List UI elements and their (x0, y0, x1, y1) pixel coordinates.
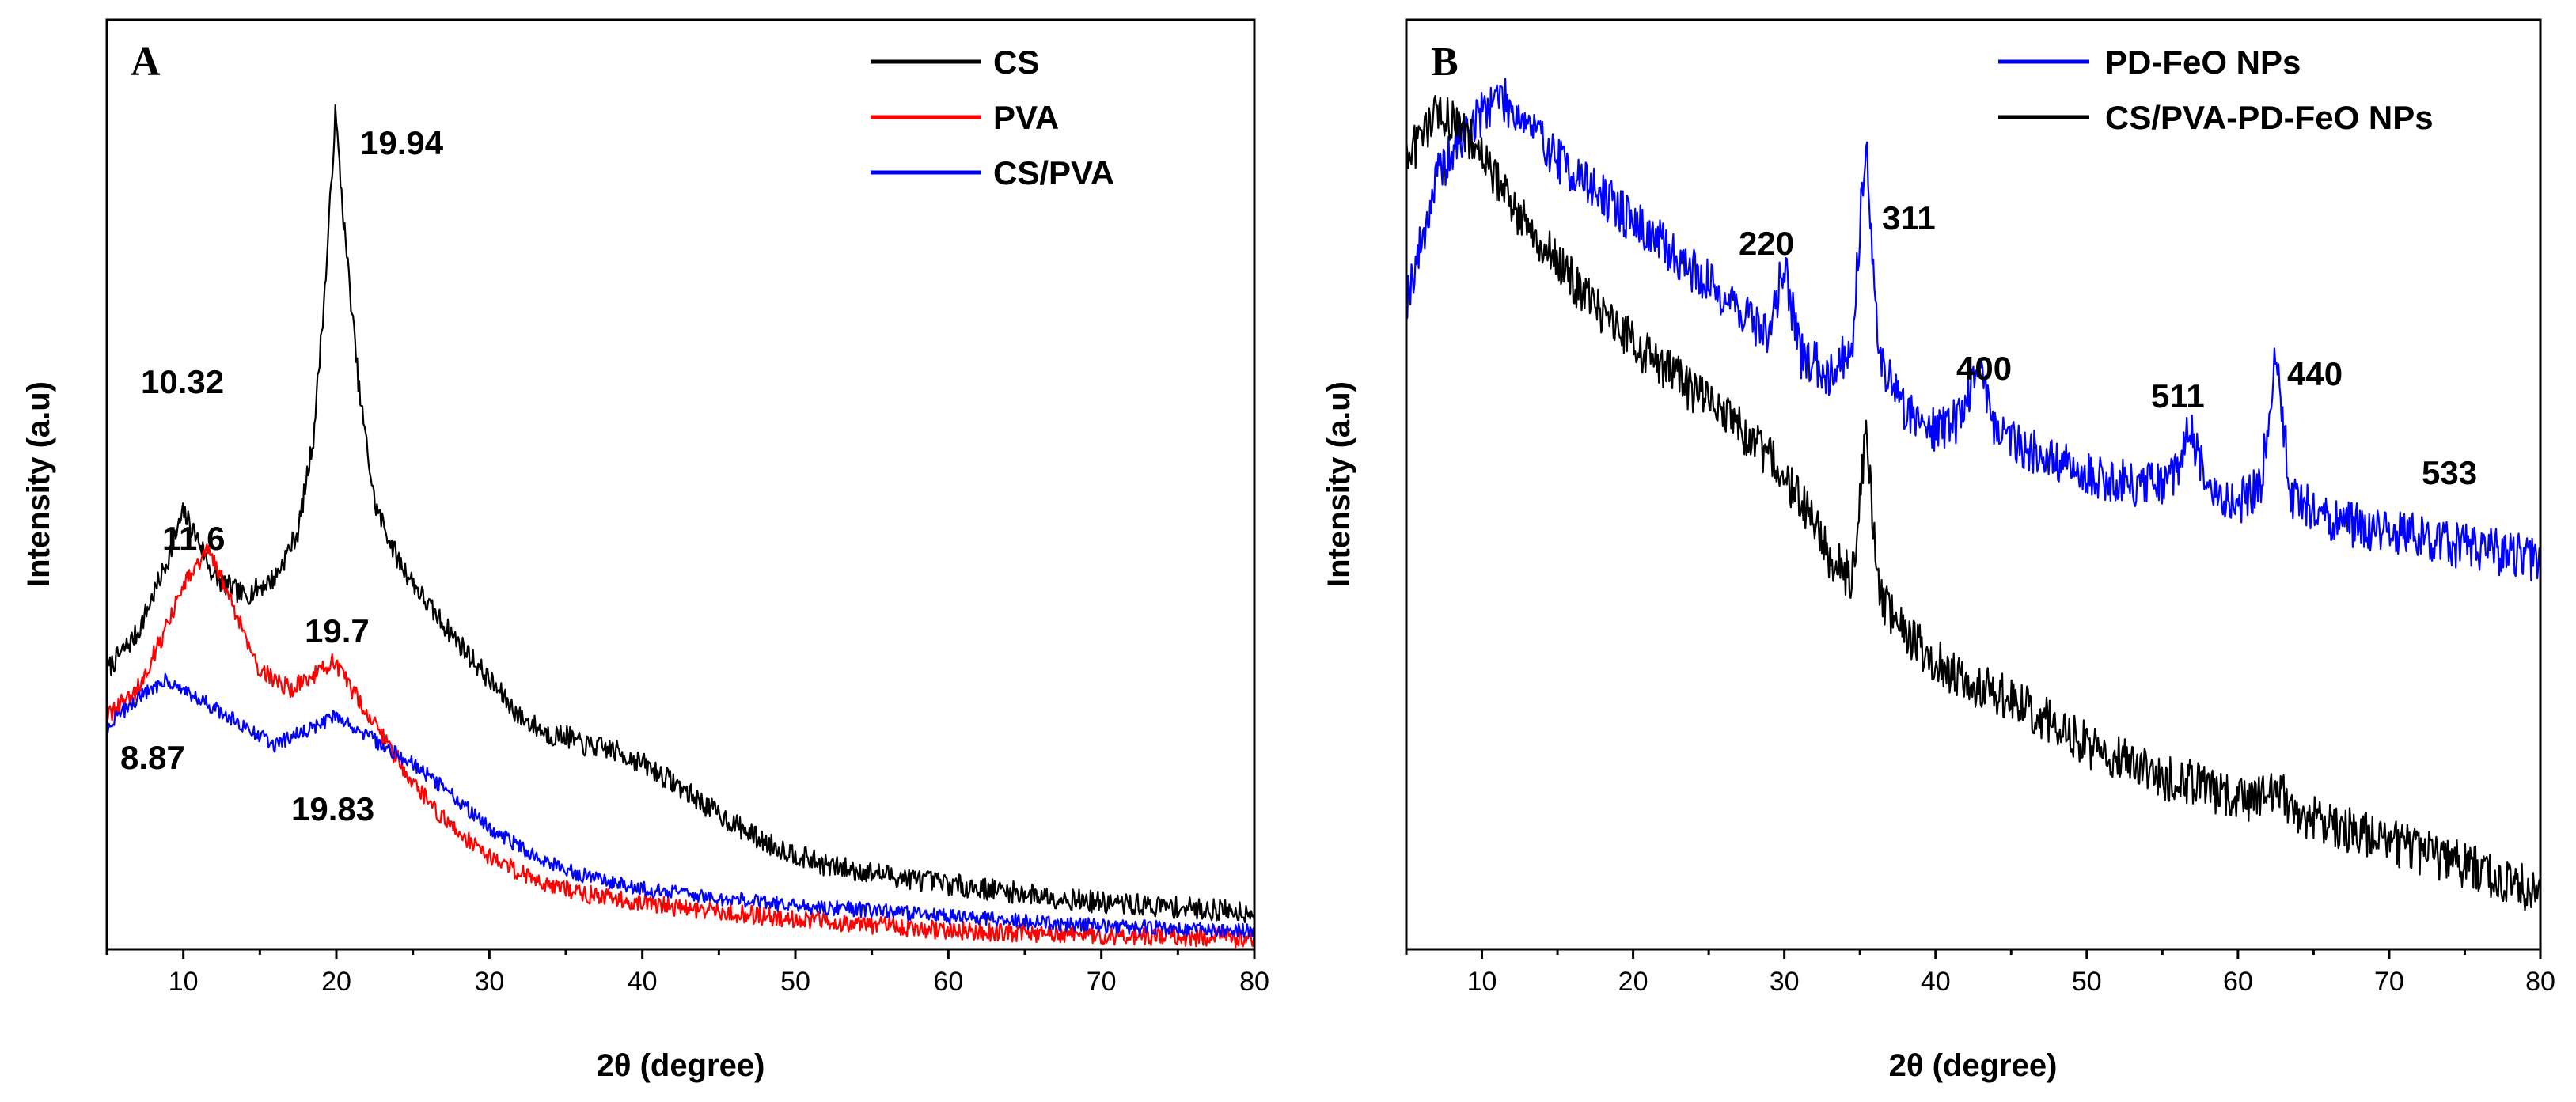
peak-label-220: 220 (1739, 225, 1794, 262)
x-tick-label-a-40: 40 (628, 967, 658, 997)
series-line-a-cs (105, 104, 1256, 923)
x-tick-label-a-60: 60 (933, 967, 963, 997)
x-tick-label-b-50: 50 (2072, 967, 2102, 997)
peak-label-311: 311 (1882, 199, 1936, 237)
x-tick-label-b-40: 40 (1921, 967, 1951, 997)
x-tick-label-b-30: 30 (1770, 967, 1800, 997)
panel-b-y-axis-title: Intensity (a.u) (1322, 381, 1356, 587)
x-tick-label-a-20: 20 (321, 967, 351, 997)
series-line-a-pva (105, 543, 1256, 949)
legend-label-pva: PVA (993, 99, 1059, 136)
panel-b-x-ticks: 10 20 30 40 50 60 70 80 (1405, 949, 2555, 997)
panel-a-plot-area (105, 104, 1256, 949)
x-tick-label-b-20: 20 (1618, 967, 1648, 997)
panel-a-x-ticks: 10 20 30 40 50 60 70 80 (105, 949, 1269, 997)
series-line-b-pd-feo-nps (1405, 78, 2542, 581)
panel-b-frame (1405, 18, 2542, 951)
panel-a-legend: CS PVA CS/PVA (871, 44, 1114, 191)
x-tick-label-a-70: 70 (1087, 967, 1117, 997)
peak-label-440: 440 (2287, 355, 2343, 392)
panel-a: 10 20 30 40 50 60 70 80 A CS PVA CS/PVA 19.94 1… (21, 18, 1269, 1083)
peak-label-pva-19-7: 19.7 (305, 612, 370, 649)
panel-b-x-axis-title: 2θ (degree) (1889, 1048, 2058, 1083)
x-tick-label-b-10: 10 (1467, 967, 1497, 997)
series-line-b-cs-pva-pd-feo-nps (1405, 95, 2541, 911)
x-tick-label-a-30: 30 (474, 967, 504, 997)
peak-label-cs-19-94: 19.94 (360, 124, 444, 161)
panel-a-x-axis-title: 2θ (degree) (597, 1048, 765, 1083)
peak-label-pva-11-6: 11.6 (162, 520, 225, 557)
panel-b-plot-area (1405, 78, 2542, 911)
peak-label-cspva-19-83: 19.83 (291, 790, 374, 827)
series-line-a-cs-pva (105, 672, 1256, 938)
x-tick-label-b-70: 70 (2374, 967, 2404, 997)
legend-label-pd-feo: PD-FeO NPs (2105, 44, 2301, 81)
x-tick-label-a-80: 80 (1239, 967, 1269, 997)
legend-label-cs-pva: CS/PVA (993, 154, 1114, 191)
peak-label-533: 533 (2422, 454, 2477, 491)
panel-b-letter: B (1431, 40, 1459, 85)
x-tick-label-b-80: 80 (2525, 967, 2555, 997)
panel-a-frame (105, 18, 1256, 951)
legend-label-cs: CS (993, 44, 1039, 81)
panel-a-y-axis-title: Intensity (a.u) (21, 381, 56, 587)
peak-label-511: 511 (2151, 377, 2205, 415)
panel-b: 10 20 30 40 50 60 70 80 B PD-FeO NPs CS/PVA-PD-… (1322, 18, 2555, 1083)
x-tick-label-a-10: 10 (169, 967, 199, 997)
legend-label-cs-pva-pd-feo: CS/PVA-PD-FeO NPs (2105, 99, 2434, 136)
x-tick-label-b-60: 60 (2223, 967, 2253, 997)
panel-a-letter: A (131, 40, 161, 85)
peak-label-cs-10-32: 10.32 (141, 363, 224, 400)
peak-label-400: 400 (1956, 350, 2012, 387)
panel-b-legend: PD-FeO NPs CS/PVA-PD-FeO NPs (1998, 44, 2434, 136)
x-tick-label-a-50: 50 (780, 967, 810, 997)
peak-label-cspva-8-87: 8.87 (120, 739, 185, 776)
